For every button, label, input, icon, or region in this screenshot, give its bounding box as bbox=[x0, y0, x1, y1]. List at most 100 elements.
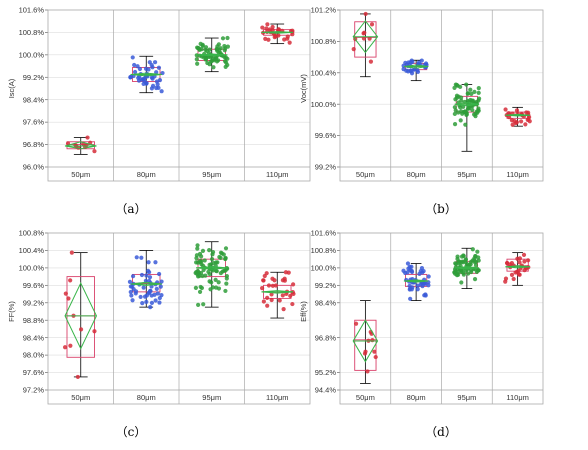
data-point bbox=[517, 272, 522, 277]
x-tick-label: 50μm bbox=[356, 170, 375, 179]
data-point bbox=[213, 55, 219, 60]
data-point bbox=[139, 255, 144, 260]
panel-caption: （b） bbox=[425, 202, 457, 216]
data-point bbox=[218, 46, 223, 51]
data-point bbox=[132, 62, 137, 68]
data-point bbox=[92, 329, 97, 334]
data-point bbox=[280, 293, 285, 298]
data-point bbox=[415, 283, 420, 288]
group-110μm bbox=[503, 252, 531, 286]
data-point bbox=[216, 280, 221, 285]
data-point bbox=[130, 274, 136, 279]
data-point bbox=[456, 94, 461, 99]
chart-panel-1: 96.0% 96.8% 97.6% 98.4% 99.2% 100.0% 100.8% 101… bbox=[7, 6, 311, 216]
data-point bbox=[139, 272, 145, 278]
data-point bbox=[468, 87, 473, 92]
data-point bbox=[195, 243, 200, 248]
data-point bbox=[222, 59, 228, 64]
data-point bbox=[473, 263, 479, 268]
data-point bbox=[148, 288, 153, 294]
data-point bbox=[92, 149, 97, 154]
data-point bbox=[209, 256, 215, 262]
data-point bbox=[220, 36, 226, 41]
data-point bbox=[154, 79, 160, 84]
data-point bbox=[140, 301, 145, 306]
data-point bbox=[131, 287, 136, 292]
data-point bbox=[154, 70, 159, 75]
data-point bbox=[147, 275, 153, 280]
data-point bbox=[63, 291, 68, 296]
data-point bbox=[512, 119, 517, 124]
data-point bbox=[419, 58, 424, 63]
x-tick-label: 80μm bbox=[137, 393, 156, 402]
data-point bbox=[291, 282, 296, 287]
y-tick-label: 95.2% bbox=[315, 368, 337, 377]
data-point bbox=[225, 44, 230, 49]
data-point bbox=[270, 24, 275, 30]
data-point bbox=[522, 259, 527, 264]
data-point bbox=[130, 55, 135, 60]
data-point bbox=[526, 258, 531, 263]
x-tick-label: 80μm bbox=[407, 170, 426, 179]
data-point bbox=[69, 250, 74, 255]
data-point bbox=[127, 279, 133, 284]
data-point bbox=[214, 46, 219, 51]
data-point bbox=[463, 259, 468, 265]
y-tick-label: 96.0% bbox=[23, 163, 45, 172]
data-point bbox=[194, 260, 199, 265]
box bbox=[66, 276, 95, 358]
data-point bbox=[459, 254, 465, 259]
x-tick-label: 50μm bbox=[356, 393, 375, 402]
data-point bbox=[401, 67, 406, 72]
data-point bbox=[285, 34, 290, 39]
data-point bbox=[149, 75, 154, 80]
y-axis-label: FF(%) bbox=[7, 301, 16, 322]
data-point bbox=[62, 345, 68, 350]
data-point bbox=[197, 289, 203, 295]
data-point bbox=[351, 47, 356, 52]
data-point bbox=[202, 258, 207, 263]
y-axis-label: Isc(A) bbox=[7, 78, 16, 98]
data-point bbox=[265, 303, 270, 308]
data-point bbox=[526, 116, 531, 121]
data-point bbox=[144, 273, 149, 278]
y-tick-label: 100.0% bbox=[311, 100, 337, 109]
data-point bbox=[148, 305, 153, 310]
data-point bbox=[150, 83, 156, 88]
y-tick-label: 94.4% bbox=[315, 386, 337, 395]
data-point bbox=[138, 294, 143, 300]
data-point bbox=[68, 278, 73, 283]
data-point bbox=[152, 60, 158, 65]
x-tick-label: 95μm bbox=[202, 393, 221, 402]
data-point bbox=[210, 250, 216, 255]
data-point bbox=[473, 259, 479, 264]
data-point bbox=[195, 61, 200, 66]
data-point bbox=[475, 268, 480, 273]
data-point bbox=[470, 99, 475, 104]
data-point bbox=[153, 298, 158, 303]
data-point bbox=[506, 111, 511, 116]
data-point bbox=[207, 248, 212, 253]
y-axis-label: Eff(%) bbox=[299, 301, 308, 322]
group-95μm bbox=[452, 82, 482, 152]
data-point bbox=[195, 246, 200, 251]
data-point bbox=[201, 302, 206, 307]
data-point bbox=[208, 262, 214, 267]
data-point bbox=[214, 59, 220, 64]
y-tick-label: 100.0% bbox=[19, 263, 45, 272]
group-50μm bbox=[352, 300, 379, 384]
data-point bbox=[130, 298, 135, 303]
group-80μm bbox=[401, 261, 431, 301]
data-point bbox=[264, 26, 269, 31]
y-tick-label: 99.6% bbox=[315, 131, 337, 140]
data-point bbox=[223, 288, 228, 294]
data-point bbox=[458, 118, 463, 123]
data-point bbox=[261, 278, 266, 283]
data-point bbox=[225, 35, 230, 41]
data-point bbox=[282, 37, 287, 42]
data-point bbox=[198, 259, 203, 264]
data-point bbox=[213, 260, 219, 265]
y-tick-label: 97.2% bbox=[23, 386, 45, 395]
data-point bbox=[287, 40, 292, 45]
group-95μm bbox=[193, 241, 230, 308]
